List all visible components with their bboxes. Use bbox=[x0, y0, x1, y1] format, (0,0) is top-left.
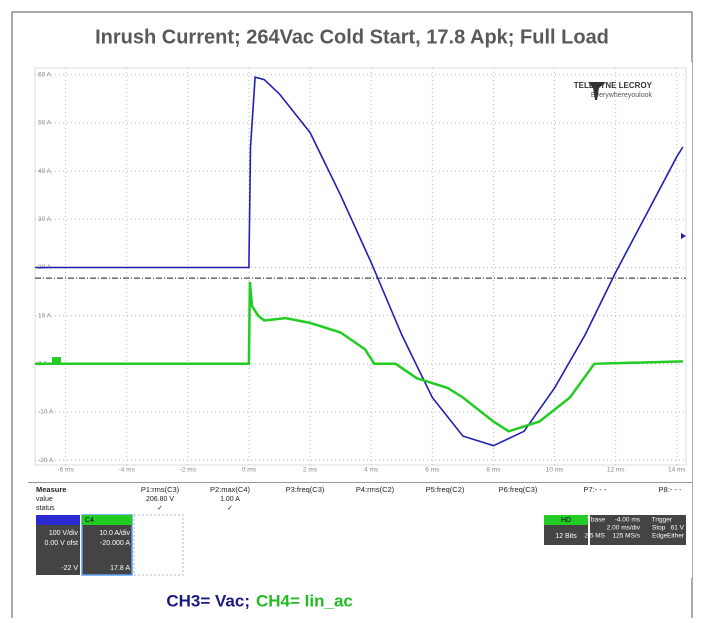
measure-status: status bbox=[36, 505, 55, 512]
timebase-setting: 2.5 MS bbox=[584, 533, 605, 540]
x-tick-label: 14 ms bbox=[668, 467, 686, 474]
y-tick-label: 50 A bbox=[38, 120, 52, 127]
x-tick-label: 12 ms bbox=[607, 467, 625, 474]
x-tick-label: 4 ms bbox=[364, 467, 379, 474]
measure-header: P5:freq(C2) bbox=[426, 485, 465, 494]
measure-header: P6:freq(C3) bbox=[499, 485, 538, 494]
measure-status: ✓ bbox=[227, 505, 233, 512]
caption-ch4: CH4= Iin_ac bbox=[256, 591, 353, 610]
measure-value: 206.80 V bbox=[146, 496, 174, 503]
c3-setting: -22 V bbox=[61, 565, 78, 572]
measure-header: P7:- - - bbox=[584, 485, 607, 494]
panel-divider bbox=[28, 482, 692, 483]
caption-ch3: CH3= Vac; bbox=[166, 591, 250, 610]
measure-header: P1:rms(C3) bbox=[141, 485, 180, 494]
measure-header: P3:freq(C3) bbox=[286, 485, 325, 494]
c4-setting: -20.000 A bbox=[100, 540, 130, 547]
timebase-setting: Tbase bbox=[587, 517, 605, 524]
trace bbox=[35, 281, 683, 433]
x-tick-label: -2 ms bbox=[180, 467, 197, 474]
measure-header: Measure bbox=[36, 485, 66, 494]
hd-header bbox=[544, 515, 588, 525]
timebase-setting: Stop bbox=[652, 525, 666, 532]
measure-value: value bbox=[36, 496, 53, 503]
c4-setting: C4 bbox=[85, 517, 94, 524]
c3-setting: 0.00 V ofst bbox=[45, 540, 79, 547]
measure-status: ✓ bbox=[157, 505, 163, 512]
measure-header: P8:- - - bbox=[659, 485, 682, 494]
x-tick-label: -6 ms bbox=[57, 467, 74, 474]
logo-tagline: Everywhereyoulook bbox=[591, 92, 653, 99]
timebase-box bbox=[590, 515, 686, 545]
hd-setting: 12 Bits bbox=[555, 533, 577, 540]
offset-marker bbox=[681, 233, 686, 239]
x-tick-label: 6 ms bbox=[425, 467, 440, 474]
y-tick-label: 30 A bbox=[38, 216, 52, 223]
c3-header bbox=[36, 515, 80, 525]
timebase-setting: 125 MS/s bbox=[613, 533, 641, 540]
y-tick-label: 60 A bbox=[38, 71, 52, 78]
timebase-setting: Either bbox=[667, 533, 685, 540]
measure-value: 1.00 A bbox=[220, 496, 240, 503]
timebase-setting: 2.00 ms/div bbox=[607, 525, 641, 532]
timebase-setting: 61 V bbox=[671, 525, 685, 532]
y-tick-label: -10 A bbox=[38, 409, 54, 416]
logo-name: TELEDYNE LECROY bbox=[574, 81, 653, 90]
x-tick-label: 10 ms bbox=[546, 467, 564, 474]
trace bbox=[35, 76, 684, 447]
y-tick-label: -20 A bbox=[38, 457, 54, 464]
c4-setting: 10.0 A/div bbox=[99, 530, 130, 537]
c4-marker bbox=[52, 357, 61, 365]
measure-header: P4:rms(C2) bbox=[356, 485, 395, 494]
x-tick-label: -4 ms bbox=[119, 467, 136, 474]
empty-box bbox=[133, 514, 184, 576]
c3-setting: 100 V/div bbox=[49, 530, 79, 537]
title: Inrush Current; 264Vac Cold Start, 17.8 … bbox=[95, 26, 609, 48]
timebase-setting: -4.00 ms bbox=[615, 517, 641, 524]
timebase-setting: Edge bbox=[652, 533, 668, 540]
x-tick-label: 0 ms bbox=[242, 467, 257, 474]
timebase-setting: Trigger bbox=[652, 517, 673, 524]
logo-icon bbox=[588, 82, 606, 100]
c4-header bbox=[82, 515, 132, 525]
plot-area bbox=[34, 67, 687, 466]
x-tick-label: 2 ms bbox=[303, 467, 318, 474]
y-tick-label: 40 A bbox=[38, 168, 52, 175]
y-tick-label: 10 A bbox=[38, 312, 52, 319]
x-tick-label: 8 ms bbox=[486, 467, 501, 474]
measure-header: P2:max(C4) bbox=[210, 485, 251, 494]
c4-setting: 17.8 A bbox=[110, 565, 130, 572]
hd-setting: HD bbox=[561, 517, 571, 524]
